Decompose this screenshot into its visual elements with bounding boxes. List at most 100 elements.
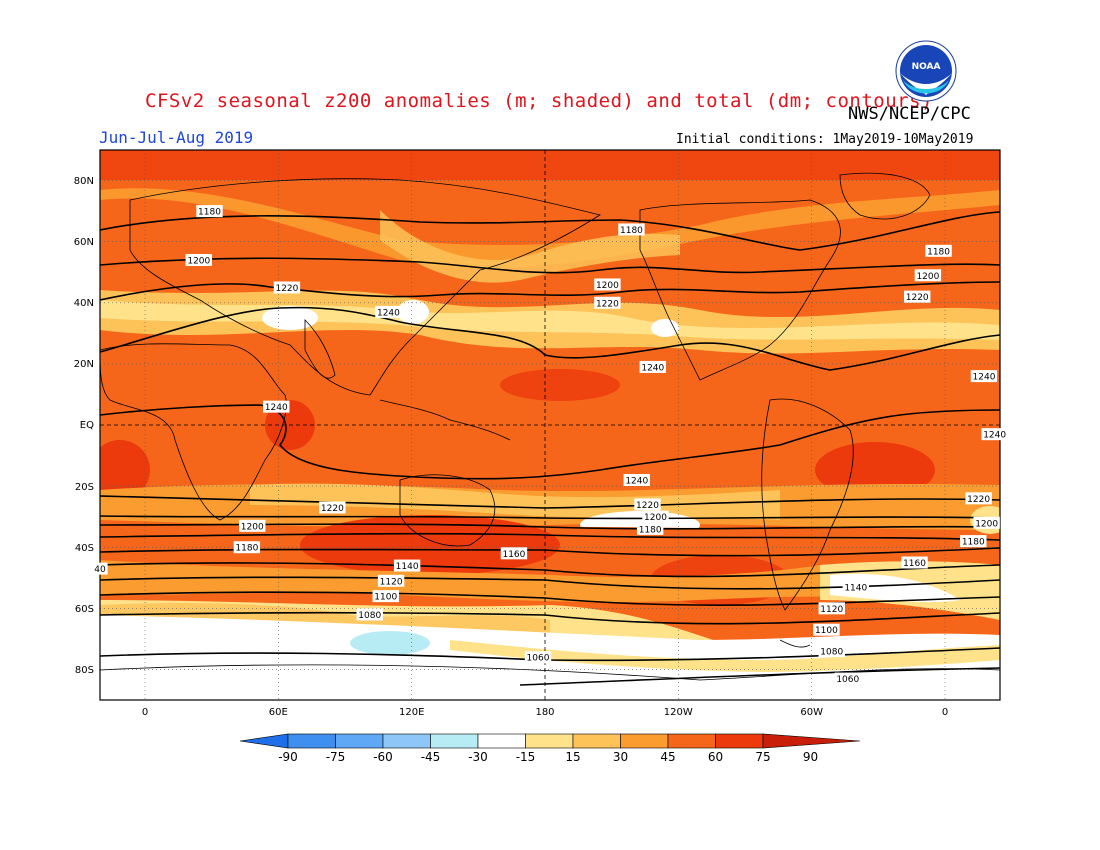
contour-label: 1120 [377, 574, 405, 587]
map-title: CFSv2 seasonal z200 anomalies (m; shaded… [145, 90, 933, 112]
lat-tick-label: 20N [74, 359, 94, 370]
lon-tick-label: 0 [142, 707, 148, 718]
colorbar-tick-label: -90 [278, 750, 298, 764]
contour-label: 1160 [500, 547, 528, 560]
contour-label: 1200 [239, 519, 266, 532]
contour-label: 1060 [524, 651, 552, 664]
contour-label: 1240 [981, 428, 1008, 441]
contour-label: 1200 [914, 269, 942, 282]
contour-label-text: 1180 [639, 525, 662, 535]
colorbar-tick-label: 45 [660, 750, 675, 764]
colorbar-tick-label: -75 [326, 750, 346, 764]
contour-label-text: 1240 [377, 308, 400, 318]
contour-label: 1140 [842, 580, 869, 593]
contour-label: 1140 [393, 559, 421, 572]
contour-label-text: 1200 [916, 272, 939, 282]
forecast-period: Jun-Jul-Aug 2019 [99, 128, 254, 147]
contour-label-text: 1200 [975, 519, 998, 529]
contour-label-text: 1200 [241, 522, 264, 532]
contour-label-text: 1100 [374, 593, 397, 603]
contour-label: 1240 [970, 370, 998, 383]
contour-label: 1240 [623, 474, 650, 487]
contour-label-text: 1080 [358, 611, 381, 621]
contour-label: 1200 [594, 278, 621, 291]
colorbar-swatch [382, 733, 431, 749]
contour-label: 1240 [263, 400, 290, 413]
lon-tick-label: 120W [664, 707, 693, 718]
contour-label-text: 1060 [527, 654, 550, 664]
contour-label-text: 1120 [380, 577, 403, 587]
colorbar-swatch [477, 733, 526, 749]
contour-label: 1220 [319, 501, 346, 514]
contour-label-text: 1240 [625, 477, 648, 487]
contour-label: 1220 [273, 281, 301, 294]
contour-label: 1180 [618, 223, 645, 236]
contour-label: 1180 [233, 541, 261, 554]
contour-label-text: 40 [94, 565, 106, 575]
contour-label: 1200 [185, 254, 213, 267]
colorbar-swatch [525, 733, 574, 749]
logo-text: NOAA [912, 62, 941, 72]
contour-label-text: 1240 [983, 431, 1006, 441]
lat-tick-label: 80S [75, 665, 94, 676]
contour-label-text: 1120 [820, 605, 843, 615]
lat-tick-label: EQ [80, 420, 94, 431]
colorbar-swatch [620, 733, 669, 749]
contour-label: 1200 [973, 516, 1000, 529]
contour-label-text: 1060 [836, 675, 859, 685]
lon-tick-label: 60W [800, 707, 823, 718]
colorbar-swatch [715, 733, 764, 749]
contour-label-text: 1240 [641, 363, 664, 373]
contour-label: 1220 [965, 492, 992, 505]
lat-tick-label: 40N [74, 298, 94, 309]
colorbar-swatch [572, 733, 621, 749]
colorbar-swatch [667, 733, 716, 749]
contour-label-text: 1220 [636, 501, 659, 511]
colorbar-tick-label: -45 [421, 750, 441, 764]
colorbar-tick-label: 75 [755, 750, 770, 764]
contour-label: 1240 [375, 305, 402, 318]
lon-tick-label: 0 [942, 707, 948, 718]
lat-tick-label: 40S [75, 543, 94, 554]
lat-tick-label: 20S [75, 482, 94, 493]
contour-label: 1180 [925, 244, 952, 257]
lon-axis: 0 60E 120E 180 120W 60W 0 [142, 707, 948, 718]
contour-label: 1080 [818, 645, 845, 658]
colorbar-tick-label: -60 [373, 750, 393, 764]
lon-tick-label: 60E [269, 707, 288, 718]
contour-label-text: 1180 [198, 208, 221, 218]
colorbar-tick-label: 15 [565, 750, 580, 764]
colorbar-arrow-right [762, 733, 861, 749]
contour-labels: 1180 1180 1180 1200 1200 1200 1220 1220 1220 1240… [92, 205, 1008, 685]
contour-label-text: 1200 [644, 513, 667, 523]
colorbar-swatch [287, 733, 336, 749]
contour-label-text: 1160 [502, 550, 525, 560]
colorbar-tick-label: 60 [708, 750, 723, 764]
contour-label-text: 1180 [620, 226, 643, 236]
contour-label-text: 1220 [275, 284, 298, 294]
coastlines [100, 172, 1000, 681]
colorbar: -90 -75 -60 -45 -30 -15 15 30 45 60 75 90 [239, 733, 861, 764]
lon-tick-label: 180 [535, 707, 554, 718]
contour-label-text: 1160 [903, 559, 926, 569]
contour-label: 1060 [834, 672, 861, 685]
contour-label: 1220 [634, 498, 661, 511]
contour-label-text: 1220 [596, 299, 619, 309]
colorbar-swatch [430, 733, 479, 749]
contour-label-text: 1180 [235, 544, 258, 554]
lat-tick-label: 60S [75, 604, 94, 615]
colorbar-tick-label: -30 [468, 750, 488, 764]
contour-label-text: 1200 [596, 281, 619, 291]
lat-tick-label: 60N [74, 237, 94, 248]
contour-label-text: 1100 [815, 626, 838, 636]
contour-label: 1180 [636, 522, 664, 535]
initial-conditions: Initial conditions: 1May2019-10May2019 [676, 132, 974, 147]
contour-label-text: 1180 [927, 247, 950, 257]
contour-label-text: 1180 [962, 538, 985, 548]
noaa-logo-icon: NOAA [895, 40, 957, 102]
map-frame [99, 149, 1001, 701]
contour-label-text: 1220 [321, 504, 344, 514]
lon-tick-label: 120E [399, 707, 424, 718]
contour-label: 1180 [960, 535, 987, 548]
